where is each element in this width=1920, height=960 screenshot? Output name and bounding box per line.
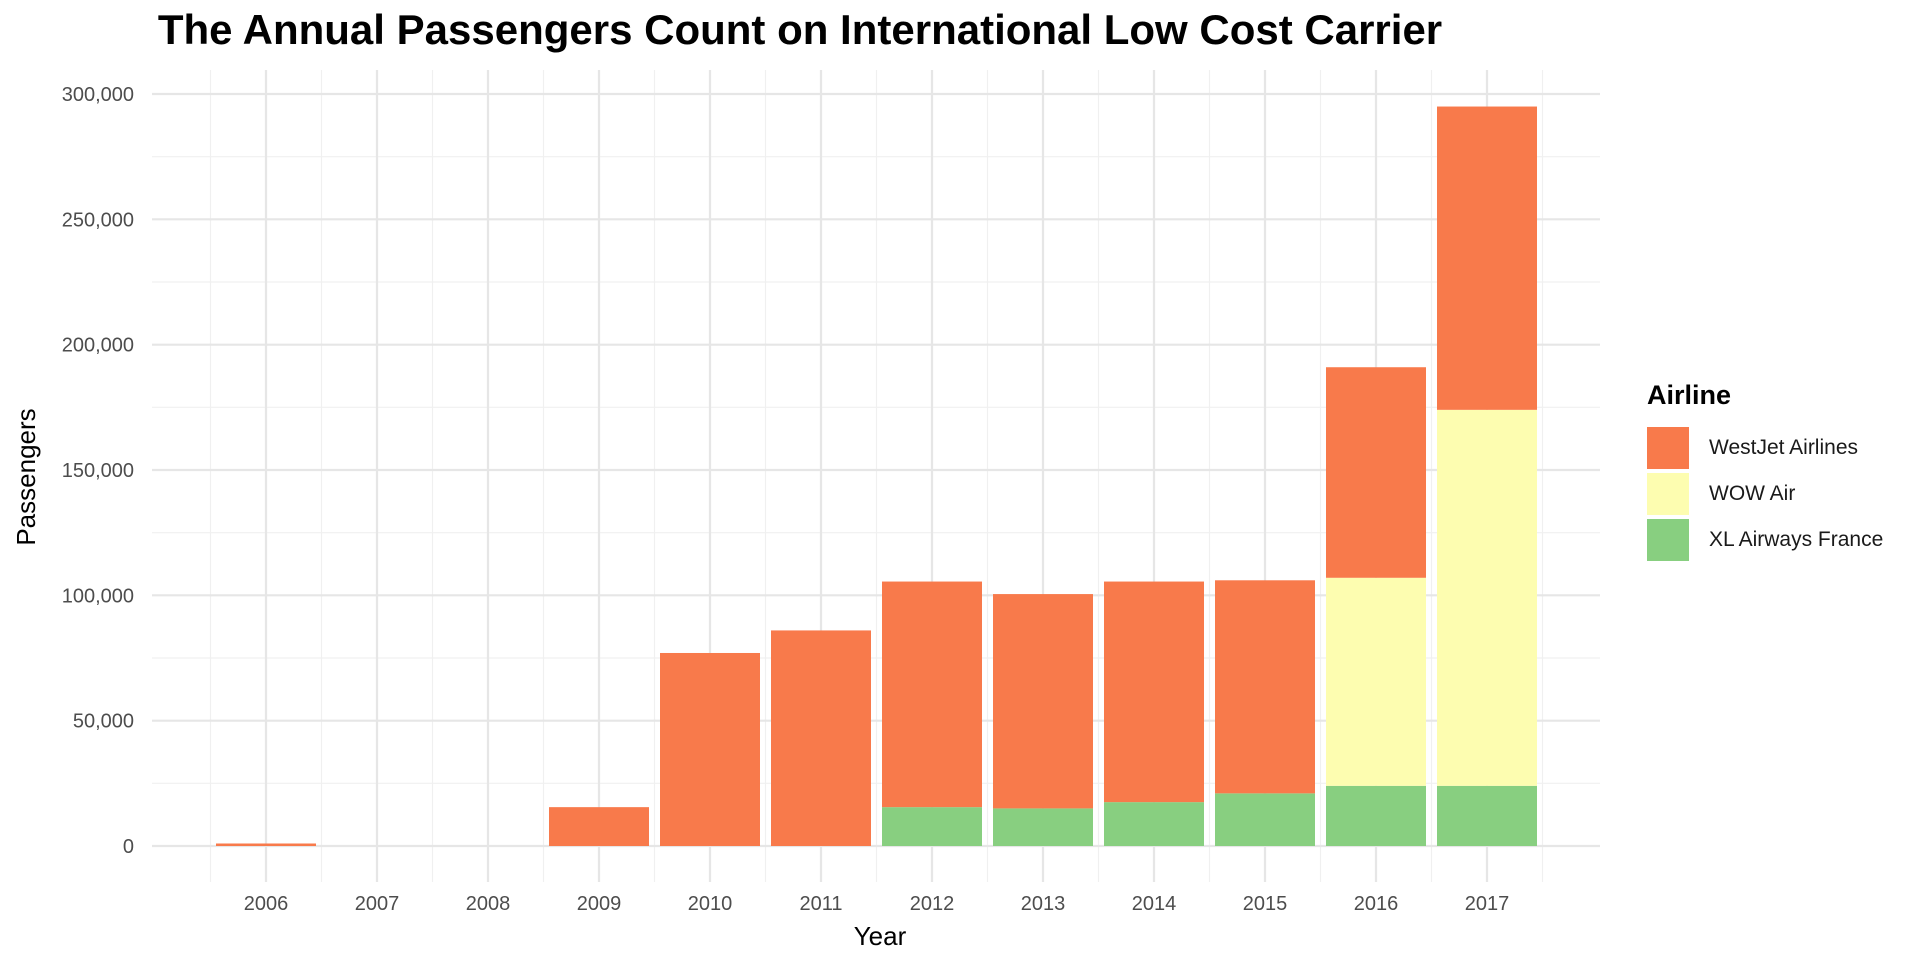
bars xyxy=(216,106,1537,846)
x-tick-label: 2006 xyxy=(244,893,289,915)
legend-label: WestJet Airlines xyxy=(1709,436,1858,459)
legend-swatch xyxy=(1647,519,1689,561)
x-tick-label: 2008 xyxy=(466,893,511,915)
legend-label: XL Airways France xyxy=(1709,528,1884,551)
legend-items: WestJet Airlines WOW Air XL Airways France xyxy=(1647,425,1883,563)
bar-wow-air-2017 xyxy=(1437,409,1537,786)
legend-item: WestJet Airlines xyxy=(1647,425,1883,471)
bar-westjet-airlines-2011 xyxy=(771,630,871,846)
y-axis-title: Passengers xyxy=(11,408,41,545)
bar-westjet-airlines-2015 xyxy=(1215,580,1315,794)
bar-westjet-airlines-2016 xyxy=(1326,367,1426,578)
bar-westjet-airlines-2013 xyxy=(993,594,1093,809)
bar-westjet-airlines-2017 xyxy=(1437,106,1537,410)
x-tick-label: 2007 xyxy=(355,893,400,915)
legend-title: Airline xyxy=(1647,380,1732,410)
y-tick-label: 50,000 xyxy=(73,711,134,733)
bar-xl-airways-france-2012 xyxy=(882,807,982,846)
y-tick-label: 200,000 xyxy=(62,335,134,357)
x-tick-label: 2010 xyxy=(688,893,733,915)
x-tick-label: 2017 xyxy=(1465,893,1510,915)
bar-westjet-airlines-2009 xyxy=(549,807,649,846)
y-axis-ticks: 0 50,000 100,000 150,000 200,000 250,000 300,0… xyxy=(62,84,134,858)
bar-xl-airways-france-2015 xyxy=(1215,793,1315,846)
bar-westjet-airlines-2006 xyxy=(216,843,316,846)
bar-xl-airways-france-2013 xyxy=(993,808,1093,846)
x-axis-ticks: 2006 2007 2008 2009 2010 2011 2012 2013 2014 2015… xyxy=(244,893,1510,915)
y-tick-label: 150,000 xyxy=(62,460,134,482)
legend-item: WOW Air xyxy=(1647,471,1883,517)
x-tick-label: 2012 xyxy=(910,893,955,915)
bar-westjet-airlines-2012 xyxy=(882,581,982,808)
bar-westjet-airlines-2014 xyxy=(1104,581,1204,803)
bar-westjet-airlines-2010 xyxy=(660,652,760,846)
chart-title: The Annual Passengers Count on Internati… xyxy=(157,6,1443,53)
bar-xl-airways-france-2016 xyxy=(1326,785,1426,846)
legend: Airline WestJet Airlines WOW Air XL Airway… xyxy=(1647,380,1883,563)
chart-plot: 0 50,000 100,000 150,000 200,000 250,000 300,0… xyxy=(11,70,1600,951)
x-tick-label: 2014 xyxy=(1132,893,1177,915)
x-tick-label: 2011 xyxy=(799,893,842,915)
bar-xl-airways-france-2017 xyxy=(1437,785,1537,846)
x-tick-label: 2016 xyxy=(1354,893,1399,915)
bar-xl-airways-france-2014 xyxy=(1104,802,1204,846)
x-axis-title: Year xyxy=(854,921,907,951)
y-tick-label: 0 xyxy=(123,836,134,858)
x-tick-label: 2015 xyxy=(1243,893,1288,915)
y-tick-label: 250,000 xyxy=(62,209,134,231)
legend-label: WOW Air xyxy=(1709,482,1796,505)
legend-swatch xyxy=(1647,473,1689,515)
bar-wow-air-2016 xyxy=(1326,577,1426,786)
x-tick-label: 2013 xyxy=(1021,893,1066,915)
y-tick-label: 300,000 xyxy=(62,84,134,106)
y-tick-label: 100,000 xyxy=(62,585,134,607)
legend-item: XL Airways France xyxy=(1647,517,1883,563)
legend-swatch xyxy=(1647,427,1689,469)
x-tick-label: 2009 xyxy=(577,893,622,915)
